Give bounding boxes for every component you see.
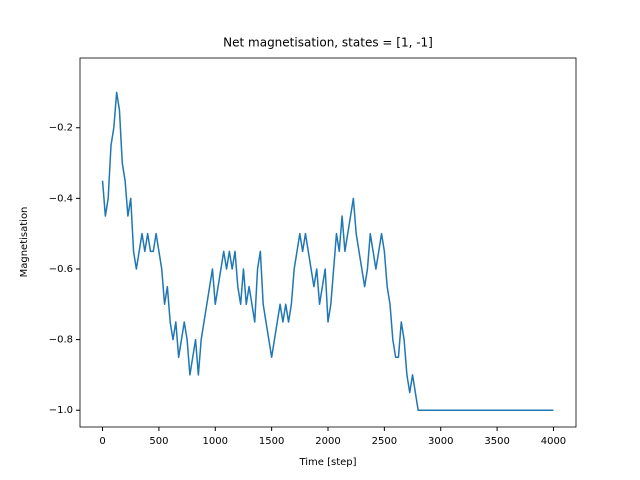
- x-tick-label: 1500: [259, 436, 284, 447]
- y-axis-label: Magnetisation: [19, 207, 30, 278]
- x-tick-label: 3500: [484, 436, 509, 447]
- y-tick-label: −0.6: [49, 264, 73, 275]
- x-tick-label: 4000: [541, 436, 566, 447]
- y-tick-label: −0.2: [49, 123, 73, 134]
- data-line: [101, 91, 554, 411]
- x-tick-label: 3000: [428, 436, 453, 447]
- y-tick-label: −0.8: [49, 335, 73, 346]
- x-tick-label: 0: [99, 436, 105, 447]
- plot-frame: [79, 57, 577, 428]
- x-tick-label: 500: [149, 436, 168, 447]
- y-tick-label: −0.4: [49, 193, 73, 204]
- x-tick-label: 2500: [372, 436, 397, 447]
- y-tick-label: −1.0: [49, 405, 73, 416]
- x-axis-label: Time [step]: [298, 457, 356, 468]
- chart-title: Net magnetisation, states = [1, -1]: [223, 36, 433, 50]
- x-tick-label: 2000: [315, 436, 340, 447]
- x-tick-label: 1000: [203, 436, 228, 447]
